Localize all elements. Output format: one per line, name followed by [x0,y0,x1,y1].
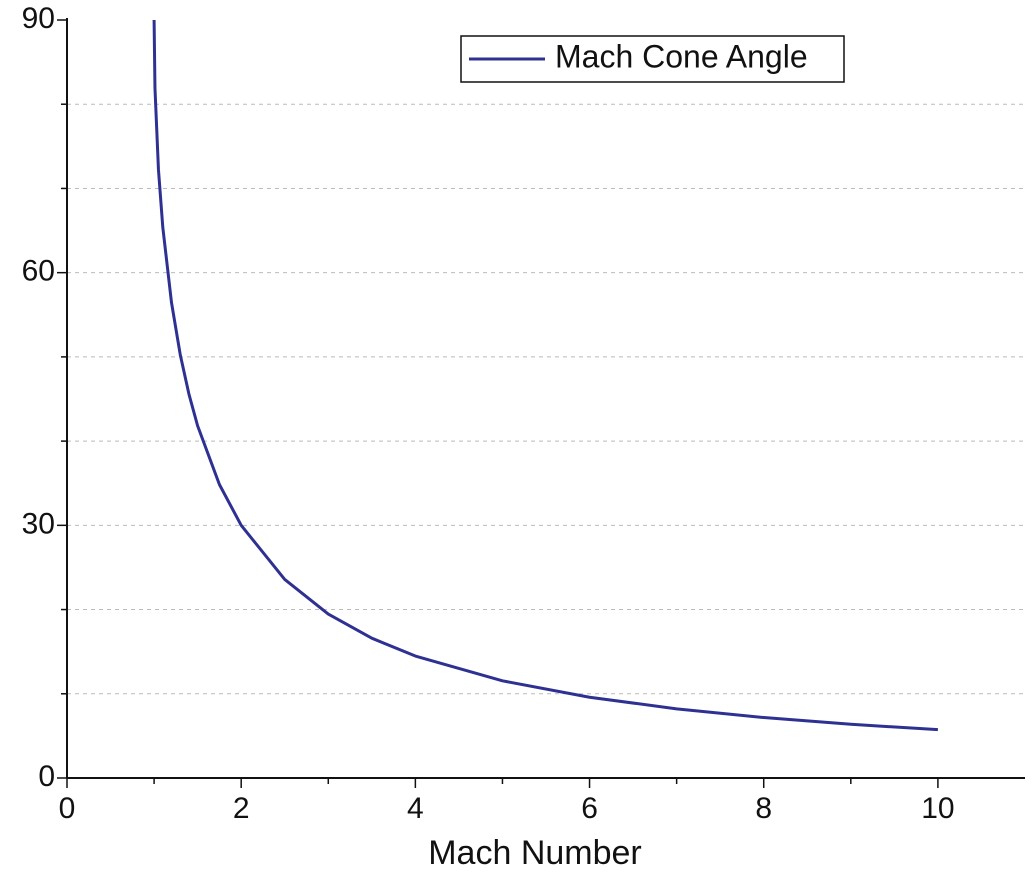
x-tick-label: 8 [755,792,772,825]
x-tick-label: 2 [233,792,250,825]
y-tick-label: 30 [22,507,55,540]
x-axis-label: Mach Number [428,834,642,872]
data-line [152,19,939,732]
y-tick-label: 60 [22,255,55,288]
x-tick-label: 4 [407,792,424,825]
x-tick-label: 0 [59,792,76,825]
x-tick-label: 6 [581,792,598,825]
y-tick-label: 90 [22,2,55,35]
legend-label: Mach Cone Angle [555,38,808,74]
y-tick-label: 0 [38,760,55,793]
x-tick-label: 10 [921,792,954,825]
